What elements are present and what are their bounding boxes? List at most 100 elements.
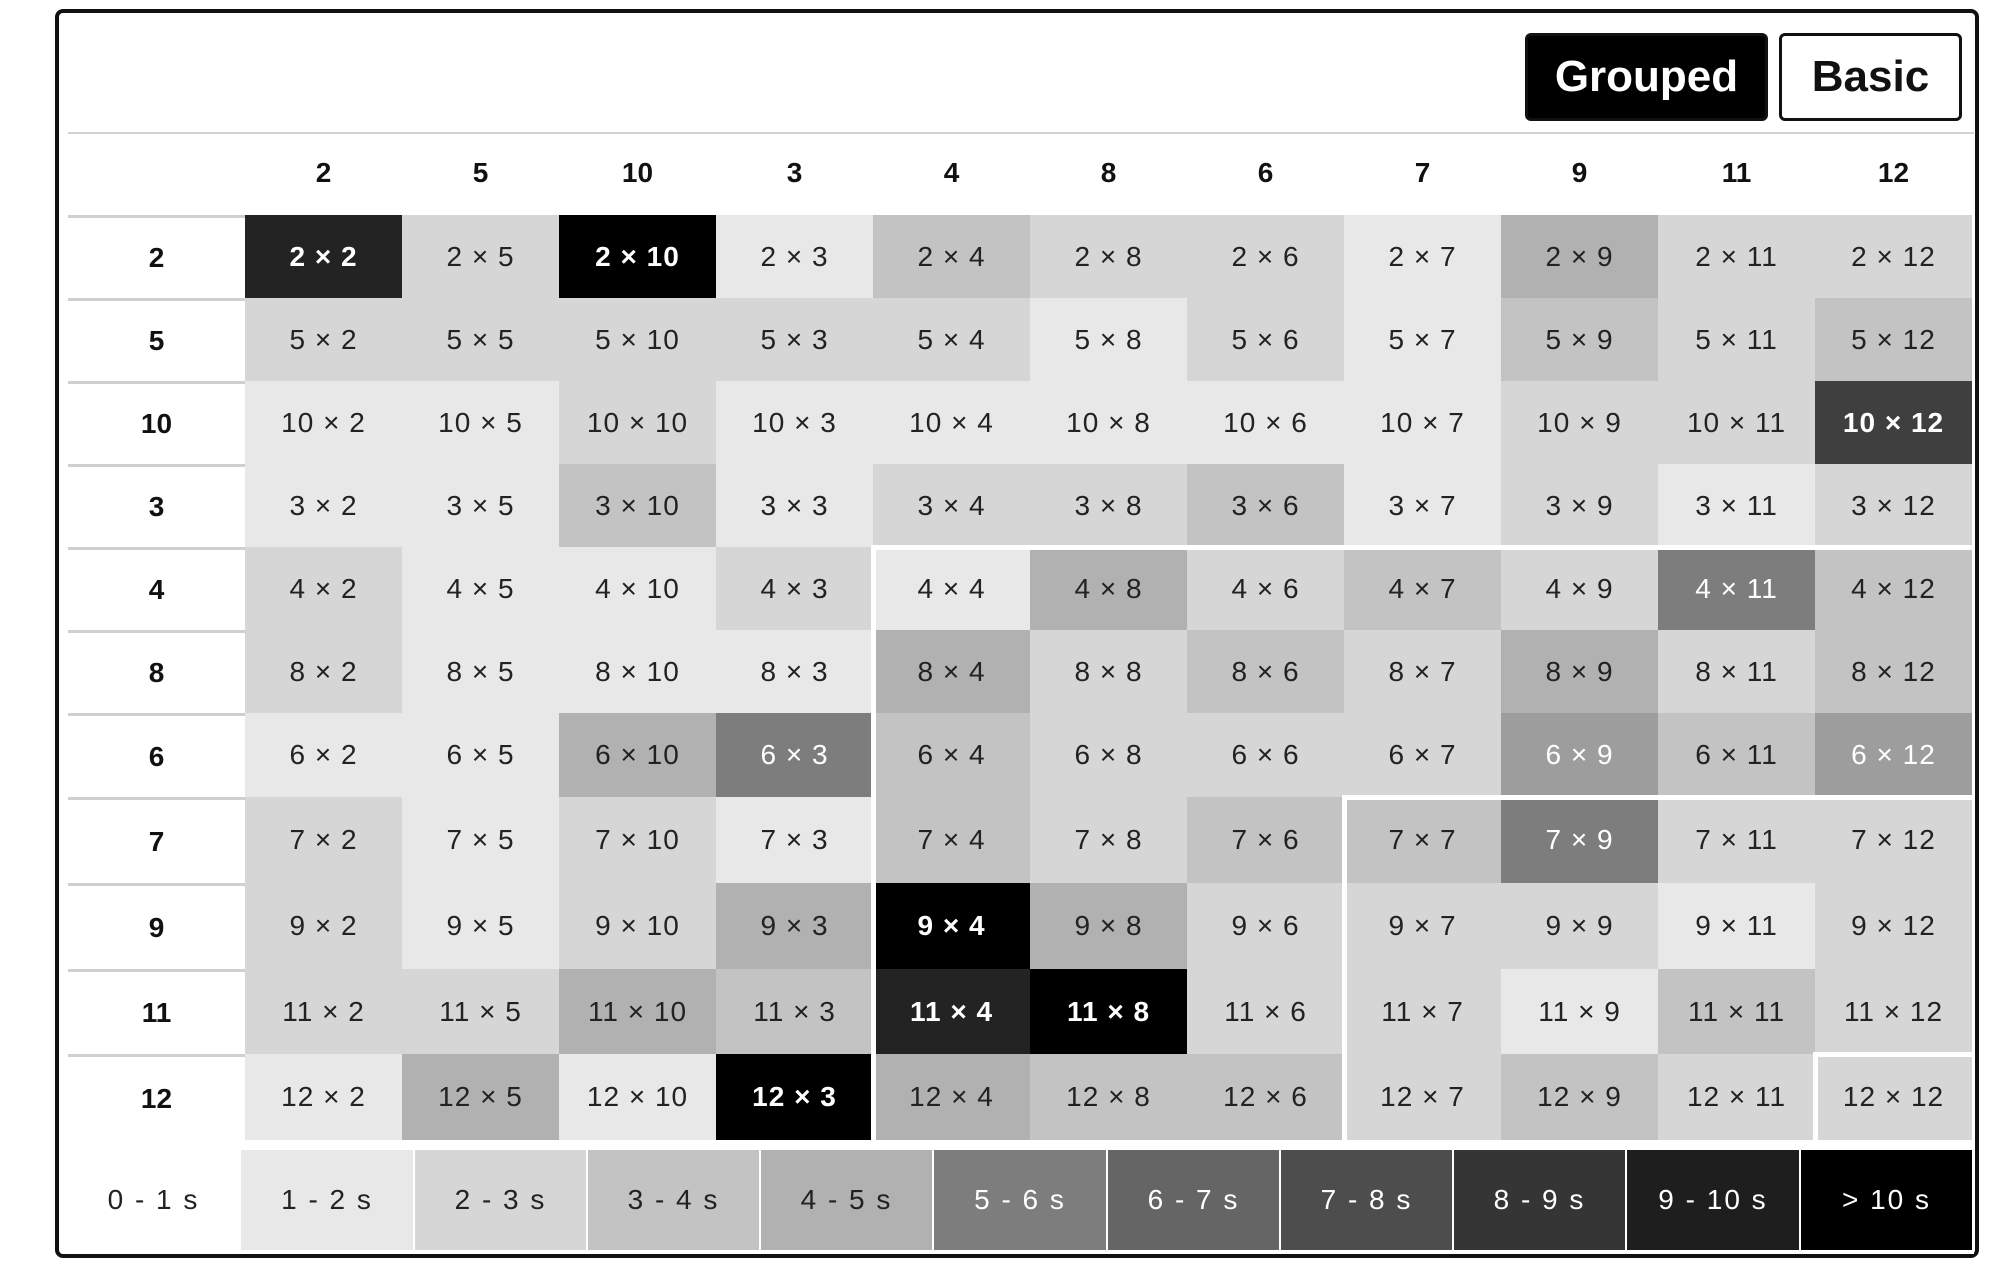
fact-cell[interactable]: 3 × 12 <box>1815 464 1972 547</box>
fact-cell[interactable]: 3 × 8 <box>1030 464 1187 547</box>
fact-cell[interactable]: 11 × 7 <box>1344 969 1501 1054</box>
fact-cell[interactable]: 4 × 3 <box>716 547 873 630</box>
fact-cell[interactable]: 10 × 2 <box>245 381 402 464</box>
fact-cell[interactable]: 7 × 10 <box>559 797 716 883</box>
fact-cell[interactable]: 2 × 8 <box>1030 215 1187 298</box>
fact-cell[interactable]: 4 × 11 <box>1658 547 1815 630</box>
fact-cell[interactable]: 8 × 7 <box>1344 630 1501 713</box>
fact-cell[interactable]: 12 × 11 <box>1658 1054 1815 1140</box>
fact-cell[interactable]: 11 × 3 <box>716 969 873 1054</box>
fact-cell[interactable]: 12 × 2 <box>245 1054 402 1140</box>
fact-cell[interactable]: 6 × 9 <box>1501 713 1658 797</box>
fact-cell[interactable]: 6 × 6 <box>1187 713 1344 797</box>
fact-cell[interactable]: 2 × 12 <box>1815 215 1972 298</box>
fact-cell[interactable]: 5 × 2 <box>245 298 402 381</box>
fact-cell[interactable]: 11 × 8 <box>1030 969 1187 1054</box>
fact-cell[interactable]: 7 × 11 <box>1658 797 1815 883</box>
fact-cell[interactable]: 3 × 6 <box>1187 464 1344 547</box>
fact-cell[interactable]: 5 × 12 <box>1815 298 1972 381</box>
fact-cell[interactable]: 8 × 3 <box>716 630 873 713</box>
fact-cell[interactable]: 4 × 8 <box>1030 547 1187 630</box>
fact-cell[interactable]: 10 × 6 <box>1187 381 1344 464</box>
fact-cell[interactable]: 3 × 2 <box>245 464 402 547</box>
fact-cell[interactable]: 7 × 3 <box>716 797 873 883</box>
fact-cell[interactable]: 9 × 6 <box>1187 883 1344 969</box>
fact-cell[interactable]: 7 × 6 <box>1187 797 1344 883</box>
fact-cell[interactable]: 2 × 6 <box>1187 215 1344 298</box>
fact-cell[interactable]: 9 × 5 <box>402 883 559 969</box>
fact-cell[interactable]: 5 × 6 <box>1187 298 1344 381</box>
fact-cell[interactable]: 12 × 6 <box>1187 1054 1344 1140</box>
fact-cell[interactable]: 12 × 12 <box>1815 1054 1972 1140</box>
fact-cell[interactable]: 6 × 8 <box>1030 713 1187 797</box>
fact-cell[interactable]: 5 × 5 <box>402 298 559 381</box>
fact-cell[interactable]: 4 × 9 <box>1501 547 1658 630</box>
fact-cell[interactable]: 5 × 3 <box>716 298 873 381</box>
fact-cell[interactable]: 5 × 8 <box>1030 298 1187 381</box>
fact-cell[interactable]: 6 × 2 <box>245 713 402 797</box>
fact-cell[interactable]: 10 × 7 <box>1344 381 1501 464</box>
fact-cell[interactable]: 12 × 3 <box>716 1054 873 1140</box>
fact-cell[interactable]: 7 × 12 <box>1815 797 1972 883</box>
fact-cell[interactable]: 8 × 4 <box>873 630 1030 713</box>
fact-cell[interactable]: 4 × 4 <box>873 547 1030 630</box>
fact-cell[interactable]: 8 × 12 <box>1815 630 1972 713</box>
fact-cell[interactable]: 2 × 2 <box>245 215 402 298</box>
fact-cell[interactable]: 2 × 9 <box>1501 215 1658 298</box>
fact-cell[interactable]: 4 × 12 <box>1815 547 1972 630</box>
fact-cell[interactable]: 8 × 11 <box>1658 630 1815 713</box>
basic-button[interactable]: Basic <box>1779 33 1962 121</box>
fact-cell[interactable]: 11 × 12 <box>1815 969 1972 1054</box>
fact-cell[interactable]: 12 × 10 <box>559 1054 716 1140</box>
fact-cell[interactable]: 9 × 7 <box>1344 883 1501 969</box>
fact-cell[interactable]: 7 × 8 <box>1030 797 1187 883</box>
fact-cell[interactable]: 10 × 10 <box>559 381 716 464</box>
fact-cell[interactable]: 12 × 5 <box>402 1054 559 1140</box>
fact-cell[interactable]: 9 × 2 <box>245 883 402 969</box>
fact-cell[interactable]: 3 × 11 <box>1658 464 1815 547</box>
fact-cell[interactable]: 3 × 7 <box>1344 464 1501 547</box>
fact-cell[interactable]: 8 × 6 <box>1187 630 1344 713</box>
fact-cell[interactable]: 4 × 6 <box>1187 547 1344 630</box>
fact-cell[interactable]: 6 × 7 <box>1344 713 1501 797</box>
fact-cell[interactable]: 6 × 12 <box>1815 713 1972 797</box>
fact-cell[interactable]: 6 × 10 <box>559 713 716 797</box>
fact-cell[interactable]: 10 × 3 <box>716 381 873 464</box>
fact-cell[interactable]: 12 × 8 <box>1030 1054 1187 1140</box>
fact-cell[interactable]: 12 × 9 <box>1501 1054 1658 1140</box>
fact-cell[interactable]: 4 × 10 <box>559 547 716 630</box>
fact-cell[interactable]: 5 × 4 <box>873 298 1030 381</box>
fact-cell[interactable]: 6 × 4 <box>873 713 1030 797</box>
fact-cell[interactable]: 2 × 5 <box>402 215 559 298</box>
fact-cell[interactable]: 2 × 7 <box>1344 215 1501 298</box>
fact-cell[interactable]: 9 × 4 <box>873 883 1030 969</box>
fact-cell[interactable]: 11 × 9 <box>1501 969 1658 1054</box>
fact-cell[interactable]: 11 × 2 <box>245 969 402 1054</box>
fact-cell[interactable]: 10 × 4 <box>873 381 1030 464</box>
fact-cell[interactable]: 2 × 3 <box>716 215 873 298</box>
fact-cell[interactable]: 11 × 4 <box>873 969 1030 1054</box>
fact-cell[interactable]: 3 × 10 <box>559 464 716 547</box>
fact-cell[interactable]: 2 × 11 <box>1658 215 1815 298</box>
fact-cell[interactable]: 2 × 4 <box>873 215 1030 298</box>
fact-cell[interactable]: 8 × 8 <box>1030 630 1187 713</box>
fact-cell[interactable]: 9 × 3 <box>716 883 873 969</box>
fact-cell[interactable]: 7 × 4 <box>873 797 1030 883</box>
fact-cell[interactable]: 9 × 11 <box>1658 883 1815 969</box>
fact-cell[interactable]: 10 × 9 <box>1501 381 1658 464</box>
fact-cell[interactable]: 11 × 6 <box>1187 969 1344 1054</box>
fact-cell[interactable]: 4 × 7 <box>1344 547 1501 630</box>
fact-cell[interactable]: 11 × 5 <box>402 969 559 1054</box>
fact-cell[interactable]: 9 × 9 <box>1501 883 1658 969</box>
fact-cell[interactable]: 5 × 10 <box>559 298 716 381</box>
fact-cell[interactable]: 5 × 9 <box>1501 298 1658 381</box>
fact-cell[interactable]: 7 × 5 <box>402 797 559 883</box>
fact-cell[interactable]: 9 × 10 <box>559 883 716 969</box>
fact-cell[interactable]: 2 × 10 <box>559 215 716 298</box>
fact-cell[interactable]: 3 × 9 <box>1501 464 1658 547</box>
grouped-button[interactable]: Grouped <box>1525 33 1768 121</box>
fact-cell[interactable]: 4 × 5 <box>402 547 559 630</box>
fact-cell[interactable]: 7 × 7 <box>1344 797 1501 883</box>
fact-cell[interactable]: 8 × 5 <box>402 630 559 713</box>
fact-cell[interactable]: 4 × 2 <box>245 547 402 630</box>
